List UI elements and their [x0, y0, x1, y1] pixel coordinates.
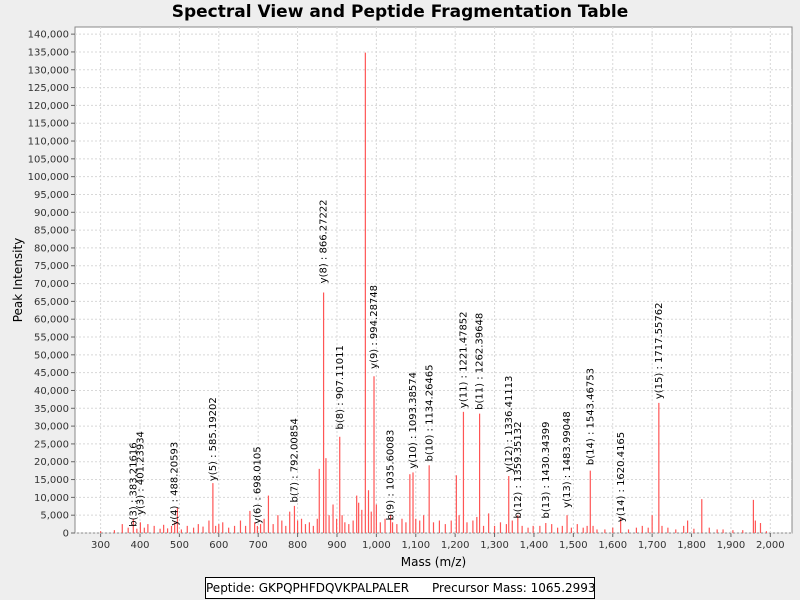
y-tick-label: 55,000	[34, 333, 69, 344]
peak-annotation: y(8) : 866.27222	[319, 199, 330, 283]
x-tick-label: 400	[130, 540, 149, 551]
y-tick-label: 60,000	[34, 315, 69, 326]
y-tick-label: 50,000	[34, 350, 69, 361]
peak-annotation: y(15) : 1717.55762	[654, 303, 665, 400]
y-tick-label: 20,000	[34, 457, 69, 468]
x-tick-label: 1,500	[559, 540, 588, 551]
x-tick-label: 1,300	[480, 540, 509, 551]
y-tick-label: 0	[63, 529, 69, 540]
peak-annotation: b(3) : 383.21616	[128, 442, 139, 526]
peak-annotation: b(8) : 907.11011	[335, 345, 346, 429]
peak-annotation: y(5) : 585.19202	[208, 397, 219, 481]
peak-annotation: b(9) : 1035.60083	[385, 430, 396, 521]
plot-area	[74, 26, 793, 534]
y-tick-label: 75,000	[34, 261, 69, 272]
x-tick-label: 1,800	[677, 540, 706, 551]
y-tick-label: 140,000	[28, 30, 69, 41]
chart-title: Spectral View and Peptide Fragmentation …	[171, 2, 629, 22]
x-tick-label: 1,700	[638, 540, 667, 551]
peak-annotation: y(10) : 1093.38574	[408, 372, 419, 469]
y-tick-label: 135,000	[28, 47, 69, 58]
peak-annotation: y(4) : 488.20593	[170, 442, 181, 526]
peak-annotation: b(13) : 1430.34399	[541, 421, 552, 518]
y-tick-label: 80,000	[34, 243, 69, 254]
peak-annotation: b(14) : 1543.46753	[585, 368, 596, 465]
x-tick-label: 700	[249, 540, 268, 551]
y-tick-label: 45,000	[34, 368, 69, 379]
y-tick-label: 35,000	[34, 404, 69, 415]
peak-annotation: b(10) : 1134.26465	[424, 364, 435, 461]
peak-annotation: y(14) : 1620.4165	[616, 432, 627, 522]
y-tick-label: 70,000	[34, 279, 69, 290]
y-tick-label: 30,000	[34, 422, 69, 433]
y-tick-label: 120,000	[28, 101, 69, 112]
peak-annotation: b(7) : 792.00854	[289, 418, 300, 502]
x-tick-label: 1,200	[441, 540, 470, 551]
x-tick-label: 800	[288, 540, 307, 551]
y-tick-label: 115,000	[28, 119, 69, 130]
y-tick-label: 130,000	[28, 65, 69, 76]
peak-annotation: b(12) : 1359.35132	[513, 421, 524, 518]
peak-annotation: y(13) : 1483.99048	[562, 411, 573, 508]
y-axis-label: Peak Intensity	[11, 238, 25, 323]
peak-annotation: y(12) : 1336.41113	[504, 376, 515, 473]
x-tick-label: 1,000	[362, 540, 391, 551]
y-tick-label: 125,000	[28, 83, 69, 94]
y-tick-label: 10,000	[34, 493, 69, 504]
x-tick-label: 1,400	[520, 540, 549, 551]
peptide-label: Peptide: GKPQPHFDQVKPALPALER	[206, 581, 410, 595]
x-tick-label: 1,600	[598, 540, 627, 551]
y-tick-label: 15,000	[34, 475, 69, 486]
y-tick-label: 105,000	[28, 154, 69, 165]
peak-annotation: y(6) : 698.0105	[252, 446, 263, 524]
y-tick-label: 110,000	[28, 137, 69, 148]
x-tick-label: 500	[170, 540, 189, 551]
peak-annotation: y(11) : 1221.47852	[459, 311, 470, 408]
y-tick-label: 65,000	[34, 297, 69, 308]
y-tick-label: 5,000	[40, 511, 69, 522]
peptide-info-box: Peptide: GKPQPHFDQVKPALPALER Precursor M…	[205, 577, 596, 599]
y-tick-label: 100,000	[28, 172, 69, 183]
x-tick-label: 900	[327, 540, 346, 551]
x-tick-label: 1,900	[717, 540, 746, 551]
y-tick-label: 95,000	[34, 190, 69, 201]
y-tick-label: 90,000	[34, 208, 69, 219]
y-tick-label: 40,000	[34, 386, 69, 397]
peak-annotation: y(3) : 401.23934	[135, 431, 146, 515]
x-axis-label: Mass (m/z)	[401, 555, 466, 569]
peak-annotation: y(9) : 994.28748	[369, 285, 380, 369]
y-tick-label: 85,000	[34, 226, 69, 237]
peak-annotation: b(11) : 1262.39648	[475, 313, 486, 410]
x-tick-label: 2,000	[756, 540, 785, 551]
y-tick-label: 25,000	[34, 439, 69, 450]
x-tick-label: 1,100	[401, 540, 430, 551]
x-tick-label: 600	[209, 540, 228, 551]
precursor-mass-label: Precursor Mass: 1065.2993	[432, 581, 596, 595]
x-tick-label: 300	[91, 540, 110, 551]
